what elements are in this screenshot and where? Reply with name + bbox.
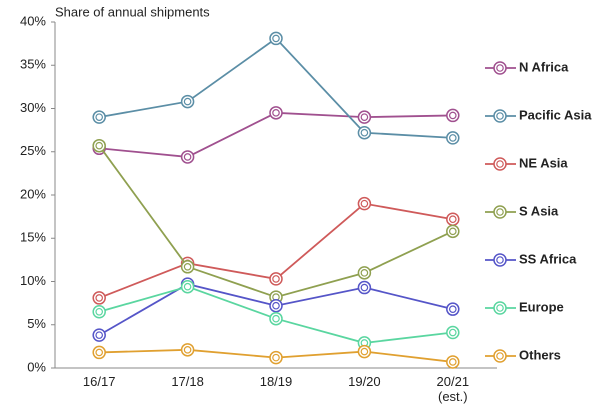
marker (357, 125, 372, 140)
marker (269, 298, 283, 313)
marker (269, 106, 283, 120)
x-tick-label: 17/18 (171, 374, 204, 389)
legend-label: NE Asia (519, 155, 568, 170)
marker (180, 150, 195, 164)
y-tick-label: 10% (20, 273, 46, 288)
legend-marker-inner (496, 304, 504, 312)
marker (180, 260, 195, 274)
marker-inner (360, 269, 369, 277)
marker (446, 131, 460, 145)
marker (357, 110, 372, 124)
marker (357, 266, 372, 280)
legend-label: Pacific Asia (519, 107, 592, 122)
marker-inner (448, 134, 457, 142)
legend-label: N Africa (519, 59, 569, 74)
legend-marker (493, 61, 507, 75)
marker (446, 108, 460, 123)
legend-marker-inner (496, 208, 504, 216)
y-tick-label: 0% (27, 359, 46, 374)
legend-marker-inner (496, 352, 504, 360)
marker-inner (272, 353, 280, 362)
legend-marker (493, 301, 507, 315)
marker-inner (95, 307, 104, 316)
x-tick-label: 18/19 (259, 374, 293, 389)
marker (92, 328, 106, 342)
legend-marker (493, 109, 507, 123)
marker-inner (183, 262, 192, 271)
marker-inner (183, 346, 192, 354)
marker (92, 138, 106, 153)
marker (357, 344, 372, 359)
marker-inner (95, 113, 104, 121)
marker-inner (272, 314, 280, 323)
marker (269, 350, 283, 365)
marker-inner (183, 153, 192, 161)
x-tick-label: 20/21 (est.) (436, 374, 470, 404)
y-tick-label: 30% (20, 100, 46, 115)
legend-marker (493, 157, 507, 171)
series-line (99, 37, 453, 139)
x-tick-label: 19/20 (348, 374, 381, 389)
legend-label: S Asia (519, 203, 559, 218)
marker (92, 345, 106, 360)
marker-inner (95, 348, 104, 357)
marker-inner (360, 113, 369, 121)
marker-inner (448, 358, 457, 366)
legend-label: Others (519, 347, 561, 362)
legend-marker-inner (496, 64, 504, 72)
marker (446, 302, 460, 316)
marker-inner (448, 111, 457, 120)
legend-marker (493, 349, 507, 363)
marker-inner (448, 305, 457, 313)
marker (357, 280, 372, 295)
marker (357, 196, 372, 211)
marker (446, 224, 460, 239)
marker (92, 110, 106, 124)
marker-inner (183, 97, 192, 106)
legend-marker-inner (496, 256, 504, 264)
y-tick-label: 35% (20, 57, 46, 72)
marker-inner (272, 109, 280, 117)
marker (180, 279, 195, 294)
marker-inner (95, 141, 104, 150)
legend-label: Europe (519, 299, 564, 314)
marker-inner (272, 301, 280, 310)
marker-inner (448, 227, 457, 236)
marker-inner (360, 283, 369, 292)
marker (92, 305, 106, 319)
x-tick-label: 16/17 (82, 374, 116, 389)
marker (180, 343, 195, 357)
y-tick-label: 5% (27, 316, 46, 331)
marker (92, 291, 106, 305)
y-tick-label: 20% (20, 186, 46, 201)
legend-marker (493, 253, 507, 267)
marker (269, 272, 283, 286)
legend-marker-inner (496, 112, 504, 120)
legend-label: SS Africa (519, 251, 577, 266)
marker-inner (272, 275, 280, 283)
legend-marker (493, 205, 507, 219)
marker-inner (360, 128, 369, 137)
marker (269, 311, 283, 326)
marker-inner (95, 294, 104, 302)
marker (446, 325, 460, 340)
marker (446, 355, 460, 369)
marker-inner (183, 282, 192, 291)
marker (180, 94, 195, 109)
y-tick-label: 25% (20, 143, 46, 158)
y-tick-label: 40% (20, 13, 46, 28)
marker-inner (448, 328, 457, 337)
marker-inner (95, 331, 104, 339)
marker (269, 31, 283, 46)
marker-inner (360, 199, 369, 208)
marker-inner (360, 347, 369, 356)
marker-inner (272, 34, 280, 43)
legend-marker-inner (496, 160, 504, 168)
marker-inner (448, 215, 457, 224)
y-tick-label: 15% (20, 230, 46, 245)
chart-title: Share of annual shipments (55, 4, 210, 19)
marker (446, 212, 460, 226)
